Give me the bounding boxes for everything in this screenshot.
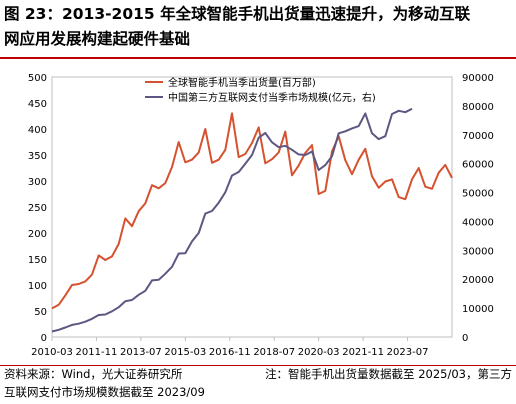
figure-title-line2: 网应用发展构建起硬件基础 (4, 30, 191, 48)
left-axis-tick-label: 300 (28, 177, 47, 188)
data-cutoff-note-cont: 互联网支付市场规模数据截至 2023/09 (4, 385, 205, 399)
left-axis-tick-label: 350 (28, 151, 47, 162)
plot-frame (51, 76, 453, 338)
x-axis-tick-label: 2010-03 (31, 347, 73, 358)
series-line-smartphone-shipments (51, 112, 453, 310)
right-axis-tick-label: 0 (462, 333, 468, 344)
source-note: 资料来源：Wind，光大证券研究所 (4, 367, 183, 381)
right-axis-tick-label: 20000 (462, 275, 494, 286)
x-axis-tick-label: 2013-07 (120, 347, 162, 358)
x-axis-tick-label: 2020-03 (298, 347, 340, 358)
right-axis-tick-label: 90000 (462, 73, 494, 84)
chart-area: 0 50 100 150 200 250 300 350 400 450 500 0 10000 2000… (28, 73, 494, 358)
left-axis-tick-label: 400 (28, 125, 47, 136)
chart-axes: 0 50 100 150 200 250 300 350 400 450 500 0 10000 2000… (28, 73, 494, 358)
title-divider (0, 57, 516, 59)
right-axis-tick-label: 70000 (462, 131, 494, 142)
x-axis-tick-label: 2016-11 (209, 347, 251, 358)
left-axis-tick-label: 0 (41, 333, 47, 344)
right-axis-tick-label: 40000 (462, 217, 494, 228)
right-axis-tick-label: 60000 (462, 160, 494, 171)
series-line-third-party-payments (51, 107, 413, 333)
data-cutoff-note: 注：智能手机出货量数据截至 2025/03，第三方 (265, 367, 512, 381)
left-axis-tick-label: 150 (28, 255, 47, 266)
left-axis-tick-label: 100 (28, 281, 47, 292)
left-axis-tick-label: 200 (28, 229, 47, 240)
footer-divider (0, 365, 516, 366)
x-axis-tick-label: 2011-11 (76, 347, 118, 358)
series-layer (51, 107, 453, 333)
right-axis-tick-label: 10000 (462, 304, 494, 315)
x-axis-tick-label: 2018-07 (253, 347, 295, 358)
x-axis-tick-label: 2023-07 (387, 347, 429, 358)
x-axis-tick-label: 2015-03 (164, 347, 206, 358)
x-axis-tick-label: 2021-11 (342, 347, 384, 358)
legend-label-shipments: 全球智能手机当季出货量(百万部) (168, 76, 316, 89)
left-axis-tick-label: 50 (34, 307, 47, 318)
right-axis-tick-label: 30000 (462, 246, 494, 257)
left-axis-tick-label: 250 (28, 203, 47, 214)
figure-title-line1: 图 23：2013-2015 年全球智能手机出货量迅速提升，为移动互联 (4, 5, 471, 23)
legend-label-payments: 中国第三方互联网支付当季市场规模(亿元，右) (168, 91, 376, 104)
left-axis-tick-label: 450 (28, 99, 47, 110)
right-axis-tick-label: 80000 (462, 102, 494, 113)
right-axis-tick-label: 50000 (462, 189, 494, 200)
figure-title: 图 23：2013-2015 年全球智能手机出货量迅速提升，为移动互联 网应用发… (4, 2, 512, 52)
chart-legend: 全球智能手机当季出货量(百万部) 中国第三方互联网支付当季市场规模(亿元，右) (145, 76, 376, 104)
left-axis-tick-label: 500 (28, 73, 47, 84)
